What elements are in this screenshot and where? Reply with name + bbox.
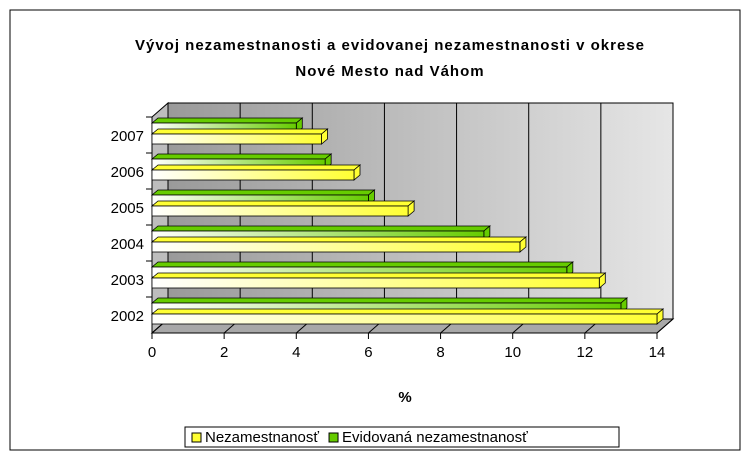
bar-top bbox=[150, 272, 607, 279]
bar-top bbox=[150, 164, 362, 171]
bar-group bbox=[150, 261, 574, 278]
y-tick-label: 2004 bbox=[111, 236, 144, 253]
bar-top bbox=[150, 308, 665, 315]
bar-group bbox=[150, 272, 607, 289]
bar bbox=[151, 313, 658, 325]
legend-box bbox=[184, 426, 620, 448]
chart-border bbox=[9, 9, 741, 451]
x-tick-label: 10 bbox=[504, 344, 521, 361]
x-tick-label: 6 bbox=[364, 344, 372, 361]
bar bbox=[151, 205, 409, 217]
bar-group bbox=[150, 128, 329, 145]
bar-top bbox=[150, 297, 629, 304]
x-tick-label: 14 bbox=[649, 344, 666, 361]
x-tick-label: 12 bbox=[577, 344, 594, 361]
x-tick-label: 4 bbox=[292, 344, 300, 361]
bar-group bbox=[150, 200, 416, 217]
x-tick-label: 2 bbox=[220, 344, 228, 361]
x-axis-title: % bbox=[398, 389, 411, 406]
legend-label: Evidovaná nezamestnanosť bbox=[342, 429, 528, 446]
bar-top bbox=[150, 236, 528, 243]
bar-top bbox=[150, 189, 376, 196]
legend-swatch bbox=[191, 432, 202, 443]
bar bbox=[151, 277, 600, 289]
bar-top bbox=[150, 261, 574, 268]
legend-swatch bbox=[328, 432, 339, 443]
bar bbox=[151, 169, 355, 181]
legend: Nezamestnanosť Evidovaná nezamestnanosť bbox=[184, 426, 620, 448]
bar-top bbox=[150, 153, 333, 160]
bar-top bbox=[150, 128, 329, 135]
y-tick-label: 2003 bbox=[111, 272, 144, 289]
bar-group bbox=[150, 164, 362, 181]
bar-top bbox=[150, 117, 304, 124]
y-tick-label: 2005 bbox=[111, 200, 144, 217]
bar-group bbox=[150, 236, 528, 253]
bar bbox=[151, 133, 322, 145]
bar-group bbox=[150, 153, 333, 170]
floor-grid-line bbox=[656, 318, 674, 334]
x-tick-label: 8 bbox=[436, 344, 444, 361]
bar-top bbox=[150, 225, 491, 232]
chart-title: Vývoj nezamestnanosti a evidovanej nezam… bbox=[134, 37, 645, 80]
bar-group bbox=[150, 308, 665, 325]
y-tick-label: 2007 bbox=[111, 128, 144, 145]
y-tick-label: 2006 bbox=[111, 164, 144, 181]
legend-label: Nezamestnanosť bbox=[205, 429, 319, 446]
x-tick-label: 0 bbox=[148, 344, 156, 361]
y-tick-label: 2002 bbox=[111, 308, 144, 325]
bar bbox=[151, 241, 521, 253]
bar-top bbox=[150, 200, 416, 207]
